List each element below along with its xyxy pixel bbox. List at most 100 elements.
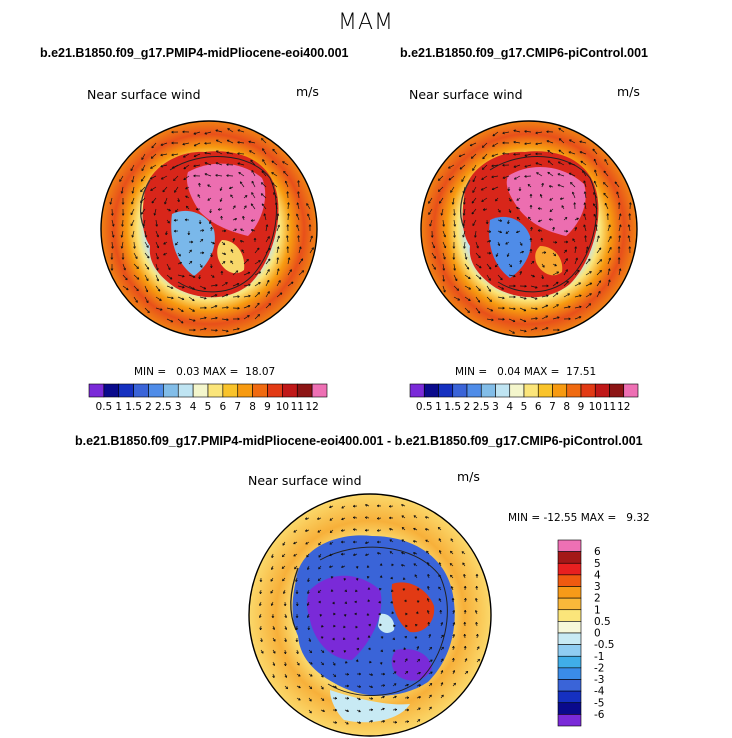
- wind-vector-head: [277, 224, 280, 227]
- wind-vector-head: [450, 191, 453, 193]
- colorbar-tick-label: -4: [594, 686, 605, 698]
- wind-vector: [464, 274, 471, 280]
- wind-vector-head: [308, 224, 311, 227]
- wind-vector-head: [226, 329, 229, 332]
- wind-vector-head: [617, 246, 620, 249]
- wind-vector-head: [238, 172, 240, 175]
- wind-vector-head: [519, 188, 522, 192]
- wind-vector: [151, 142, 157, 149]
- wind-vector-head: [267, 269, 270, 271]
- wind-vector: [150, 164, 157, 169]
- colorbar-tick-label: 1: [115, 401, 122, 413]
- wind-vector-head: [472, 224, 475, 226]
- wind-vector-head: [121, 246, 124, 249]
- colorbar-tick-label: 6: [594, 546, 601, 558]
- wind-vector-head: [284, 603, 287, 607]
- wind-vector-head: [429, 694, 432, 697]
- wind-vector-head: [417, 658, 420, 661]
- wind-vector-head: [475, 633, 478, 637]
- wind-vector: [482, 142, 488, 148]
- wind-vector-head: [215, 328, 218, 331]
- wind-vector-head: [461, 180, 464, 182]
- wind-vector-head: [377, 518, 380, 520]
- colorbar-swatch: [409, 383, 425, 398]
- wind-vector: [604, 202, 609, 210]
- wind-vector: [287, 257, 290, 265]
- wind-vector: [448, 164, 455, 169]
- colorbar-tick-label: 0.5: [594, 616, 611, 628]
- colorbar-tick-label: -5: [594, 697, 604, 709]
- wind-vector-head: [565, 240, 569, 243]
- colorbar-swatch: [523, 383, 539, 398]
- wind-vector: [199, 296, 207, 299]
- wind-vector: [297, 202, 300, 210]
- colorbar-tick-label: 2.5: [155, 401, 172, 413]
- wind-vector: [227, 139, 234, 144]
- wind-vector-head: [452, 610, 455, 613]
- units-label-midpliocene: m/s: [296, 84, 319, 99]
- wind-vector-head: [537, 230, 541, 232]
- wind-vector-head: [121, 191, 124, 194]
- wind-vector: [237, 153, 245, 155]
- wind-vector: [579, 151, 587, 155]
- wind-vector-head: [192, 298, 195, 301]
- wind-vector: [160, 164, 168, 167]
- wind-vector: [536, 172, 543, 177]
- colorbar-swatch: [557, 562, 582, 576]
- wind-vector: [585, 282, 592, 287]
- wind-vector: [574, 282, 581, 287]
- wind-vector-head: [257, 292, 260, 294]
- wind-vector: [130, 208, 135, 215]
- wind-vector-head: [145, 235, 148, 238]
- wind-vector: [583, 180, 587, 188]
- wind-vector-head: [577, 269, 580, 272]
- wind-vector: [450, 186, 455, 193]
- wind-vector-head: [428, 202, 431, 204]
- wind-vector: [524, 153, 532, 157]
- wind-vector-head: [519, 270, 522, 273]
- wind-vector-head: [297, 651, 299, 654]
- wind-vector: [239, 181, 245, 188]
- wind-vector: [141, 175, 146, 182]
- wind-vector: [122, 274, 128, 281]
- wind-vector-head: [495, 199, 498, 202]
- wind-vector: [204, 152, 212, 155]
- panel-title-picontrol: b.e21.B1850.f09_g17.CMIP6-piControl.001: [400, 46, 649, 60]
- wind-vector-head: [529, 248, 532, 252]
- wind-vector-head: [181, 320, 184, 324]
- wind-vector-head: [406, 720, 409, 722]
- wind-vector-head: [263, 213, 265, 216]
- wind-vector-head: [402, 588, 405, 591]
- wind-vector-head: [452, 657, 454, 661]
- wind-vector-head: [579, 305, 582, 307]
- wind-vector: [580, 160, 587, 166]
- wind-vector-head: [193, 319, 196, 322]
- wind-vector-head: [287, 257, 290, 260]
- wind-vector-head: [469, 298, 471, 301]
- wind-vector-head: [318, 555, 321, 558]
- wind-vector-head: [450, 575, 452, 578]
- wind-vector-head: [260, 627, 263, 631]
- wind-vector-head: [357, 637, 360, 640]
- wind-vector: [582, 170, 587, 177]
- wind-vector-head: [198, 182, 200, 186]
- colorbar-tick-label: 9: [264, 401, 271, 413]
- wind-vector-head: [440, 682, 443, 685]
- wind-vector: [271, 182, 278, 188]
- wind-vector: [474, 230, 477, 238]
- wind-vector-head: [554, 240, 558, 243]
- wind-vector-head: [391, 590, 394, 593]
- wind-vector-head: [427, 621, 429, 625]
- wind-vector: [486, 274, 491, 281]
- wind-vector-head: [300, 258, 303, 260]
- wind-vector-head: [608, 257, 611, 260]
- wind-vector-head: [401, 552, 404, 555]
- wind-vector: [574, 257, 578, 265]
- wind-vector: [298, 246, 302, 254]
- wind-vector: [193, 131, 201, 135]
- wind-vector: [475, 274, 482, 280]
- colorbar-tick-label: 2: [464, 401, 471, 413]
- wind-vector-head: [271, 182, 274, 186]
- wind-vector: [464, 263, 470, 270]
- wind-vector: [574, 269, 580, 276]
